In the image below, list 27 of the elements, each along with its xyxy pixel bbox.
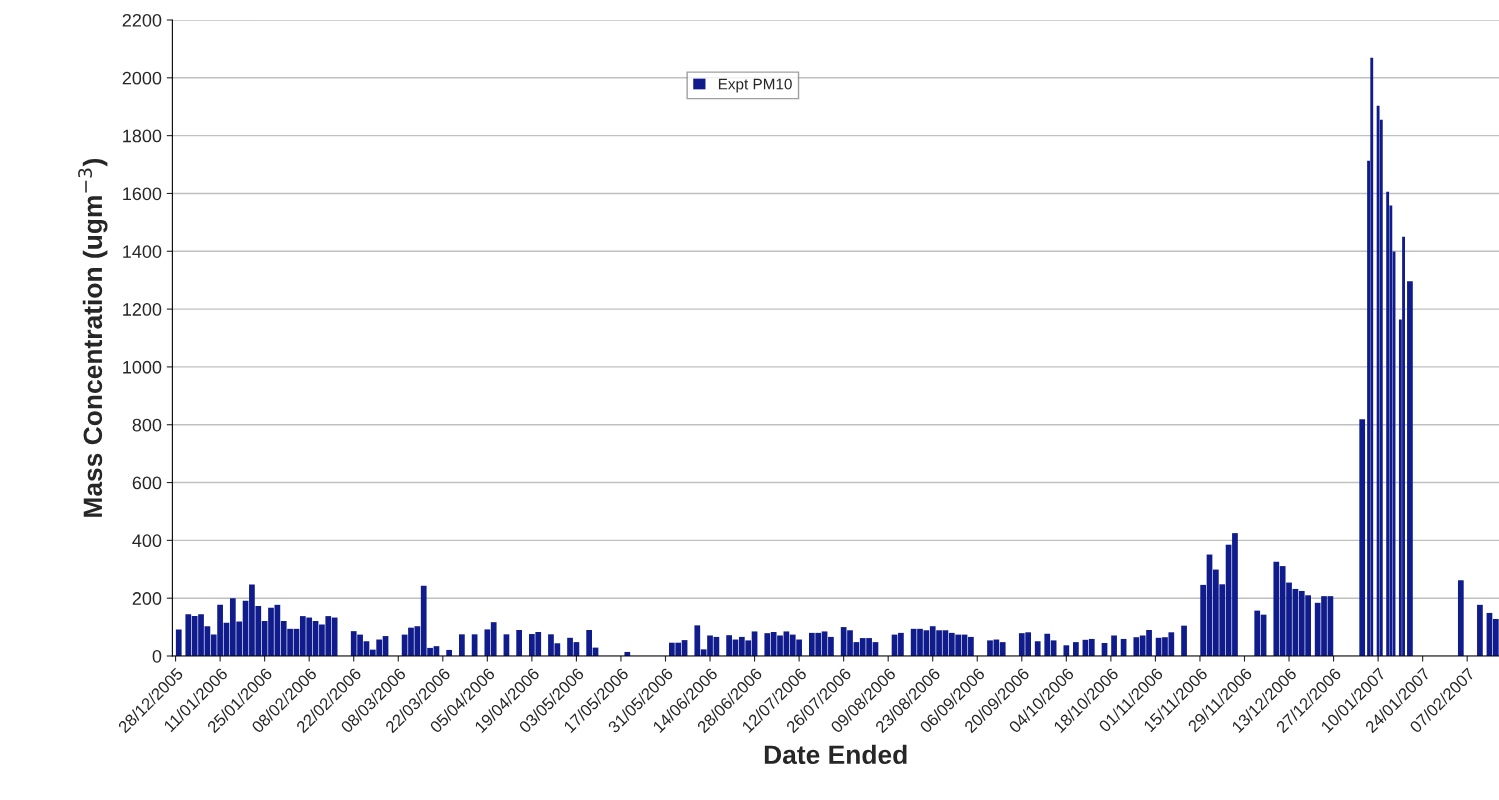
bar xyxy=(1407,281,1413,656)
bar xyxy=(1063,645,1070,656)
bar xyxy=(1181,625,1187,656)
y-tick-label: 0 xyxy=(152,649,162,663)
bar xyxy=(1073,642,1079,656)
bar xyxy=(516,629,523,656)
bar xyxy=(1359,419,1366,656)
y-tick-label: 1000 xyxy=(123,360,162,374)
legend-label: Expt PM10 xyxy=(718,78,792,93)
y-tick-label: 200 xyxy=(132,592,162,605)
y-tick-label: 1800 xyxy=(123,129,162,143)
bar xyxy=(1477,604,1483,656)
y-tick-label: 1600 xyxy=(123,187,162,201)
y-axis-title: Mass Concentration (ugm$^{−3}$) xyxy=(78,158,108,517)
bar xyxy=(1034,641,1041,656)
bar xyxy=(175,629,182,656)
y-tick-label: 2200 xyxy=(122,13,162,27)
y-tick-label: 1400 xyxy=(123,245,162,258)
y-tick-label: 400 xyxy=(132,534,162,548)
bar xyxy=(1111,635,1117,656)
y-tick-label: 600 xyxy=(132,476,162,490)
x-axis-title: Date Ended xyxy=(764,744,907,765)
y-tick-label: 800 xyxy=(132,418,162,432)
y-tick-label: 1200 xyxy=(123,303,162,316)
bar xyxy=(459,634,465,656)
bar xyxy=(1457,580,1464,656)
y-tick-label: 2000 xyxy=(122,71,162,85)
